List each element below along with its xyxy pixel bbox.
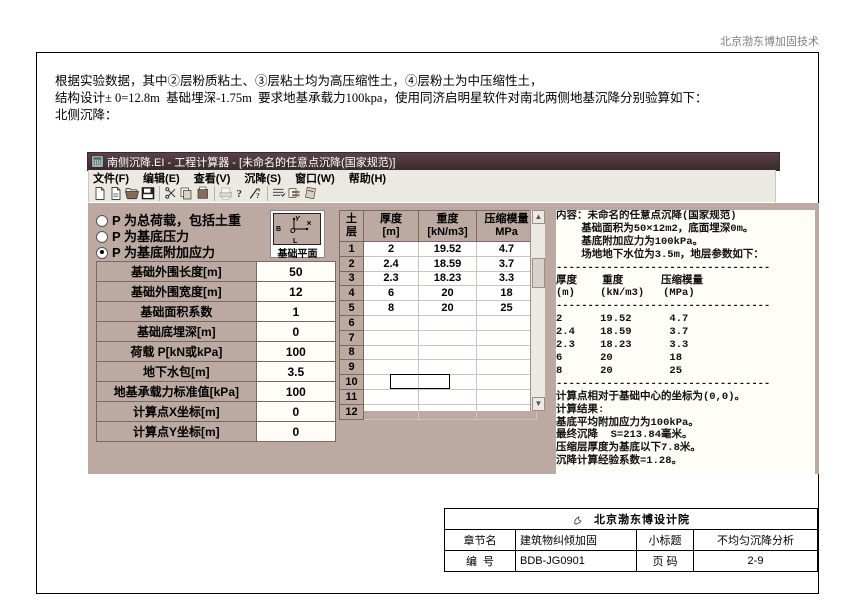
svg-text:B: B (276, 226, 281, 233)
svg-text:O: O (290, 228, 296, 235)
svg-text:?: ? (237, 188, 243, 200)
svg-text:L: L (293, 238, 298, 244)
svg-text:?: ? (256, 191, 260, 200)
svg-text:Y: Y (295, 216, 301, 223)
